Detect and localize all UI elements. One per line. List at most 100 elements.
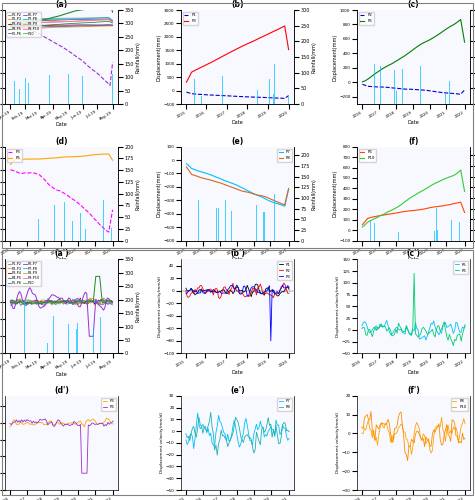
- P6: [8, 162, 13, 168]
- P3: [250, 284, 256, 290]
- Line: P8: P8: [186, 167, 289, 205]
- P1: [183, 285, 189, 291]
- Bar: [264, 212, 265, 241]
- P8: [246, 190, 251, 196]
- P3: [110, 421, 116, 427]
- Y-axis label: Displacement velocity(mm/d): Displacement velocity(mm/d): [158, 276, 162, 337]
- P3: [77, 418, 83, 424]
- P2: [255, 284, 261, 290]
- Bar: [38, 219, 39, 241]
- Bar: [64, 202, 65, 241]
- Y-axis label: Displacement(mm): Displacement(mm): [157, 170, 162, 218]
- P8: [422, 432, 428, 438]
- P2: [286, 290, 292, 296]
- P8: [277, 440, 283, 446]
- Title: (a'): (a'): [54, 250, 69, 258]
- P8: [453, 424, 459, 430]
- Bar: [112, 74, 113, 104]
- X-axis label: Date: Date: [56, 257, 67, 262]
- P6: [420, 206, 426, 212]
- Bar: [201, 96, 202, 104]
- Line: P6: P6: [10, 419, 113, 473]
- P10: [405, 458, 410, 464]
- P6: [405, 208, 410, 214]
- Bar: [288, 96, 289, 104]
- Legend: P2, P6: P2, P6: [359, 12, 374, 25]
- P8: [229, 184, 235, 190]
- Bar: [420, 66, 421, 104]
- P3: [254, 286, 259, 292]
- P3: [104, 415, 109, 421]
- P1: [229, 288, 235, 294]
- Bar: [225, 200, 226, 241]
- Bar: [111, 228, 112, 241]
- P6: [458, 199, 464, 205]
- Bar: [85, 229, 86, 241]
- P6: [74, 154, 79, 160]
- P7: [183, 160, 189, 166]
- P6: [462, 322, 468, 328]
- P10: [453, 432, 459, 438]
- Legend: P8, P10: P8, P10: [451, 398, 468, 411]
- P3: [268, 338, 274, 344]
- P6: [70, 154, 76, 160]
- P1: [245, 282, 250, 288]
- P2: [281, 280, 287, 286]
- P8: [231, 423, 237, 429]
- P6: [79, 470, 85, 476]
- P8: [248, 436, 254, 442]
- P6: [422, 40, 428, 46]
- P2: [420, 87, 426, 93]
- X-axis label: Date: Date: [408, 120, 419, 126]
- P2: [246, 294, 251, 300]
- Legend: P7, P8: P7, P8: [277, 398, 292, 411]
- P6: [360, 79, 365, 85]
- P5: [462, 324, 468, 330]
- P8: [252, 446, 258, 452]
- Bar: [373, 223, 375, 241]
- Bar: [445, 94, 446, 104]
- P3: [8, 167, 13, 173]
- P3: [7, 424, 13, 430]
- P10: [408, 443, 413, 449]
- P8: [274, 199, 280, 205]
- P3: [98, 222, 104, 228]
- P8: [249, 190, 255, 196]
- P6: [426, 38, 431, 44]
- P3: [253, 36, 259, 43]
- Bar: [269, 78, 270, 104]
- Title: (b'): (b'): [230, 250, 245, 258]
- P8: [286, 186, 292, 192]
- Line: P6: P6: [362, 274, 465, 345]
- P7: [248, 438, 254, 444]
- Bar: [218, 208, 219, 241]
- Bar: [28, 83, 29, 104]
- X-axis label: Date: Date: [56, 372, 67, 376]
- Line: P10: P10: [362, 412, 465, 461]
- Bar: [93, 328, 94, 353]
- Y-axis label: Displacement(mm): Displacement(mm): [157, 34, 162, 80]
- P6: [75, 422, 81, 428]
- Bar: [53, 316, 54, 354]
- P3: [77, 202, 83, 208]
- P3: [245, 293, 250, 299]
- Legend: P1, P3: P1, P3: [183, 12, 198, 25]
- P5: [432, 324, 438, 330]
- P5: [453, 320, 459, 326]
- P8: [208, 410, 214, 416]
- Bar: [373, 64, 375, 104]
- P5: [406, 330, 412, 336]
- Bar: [451, 220, 452, 241]
- P6: [71, 418, 77, 424]
- P3: [100, 421, 105, 427]
- P3: [286, 46, 292, 52]
- P6: [70, 422, 76, 428]
- P3: [183, 79, 189, 85]
- X-axis label: Date: Date: [408, 257, 419, 262]
- Bar: [82, 76, 84, 104]
- P1: [244, 94, 250, 100]
- P6: [422, 206, 428, 212]
- P1: [246, 286, 251, 292]
- P1: [249, 94, 255, 100]
- P10: [429, 182, 435, 188]
